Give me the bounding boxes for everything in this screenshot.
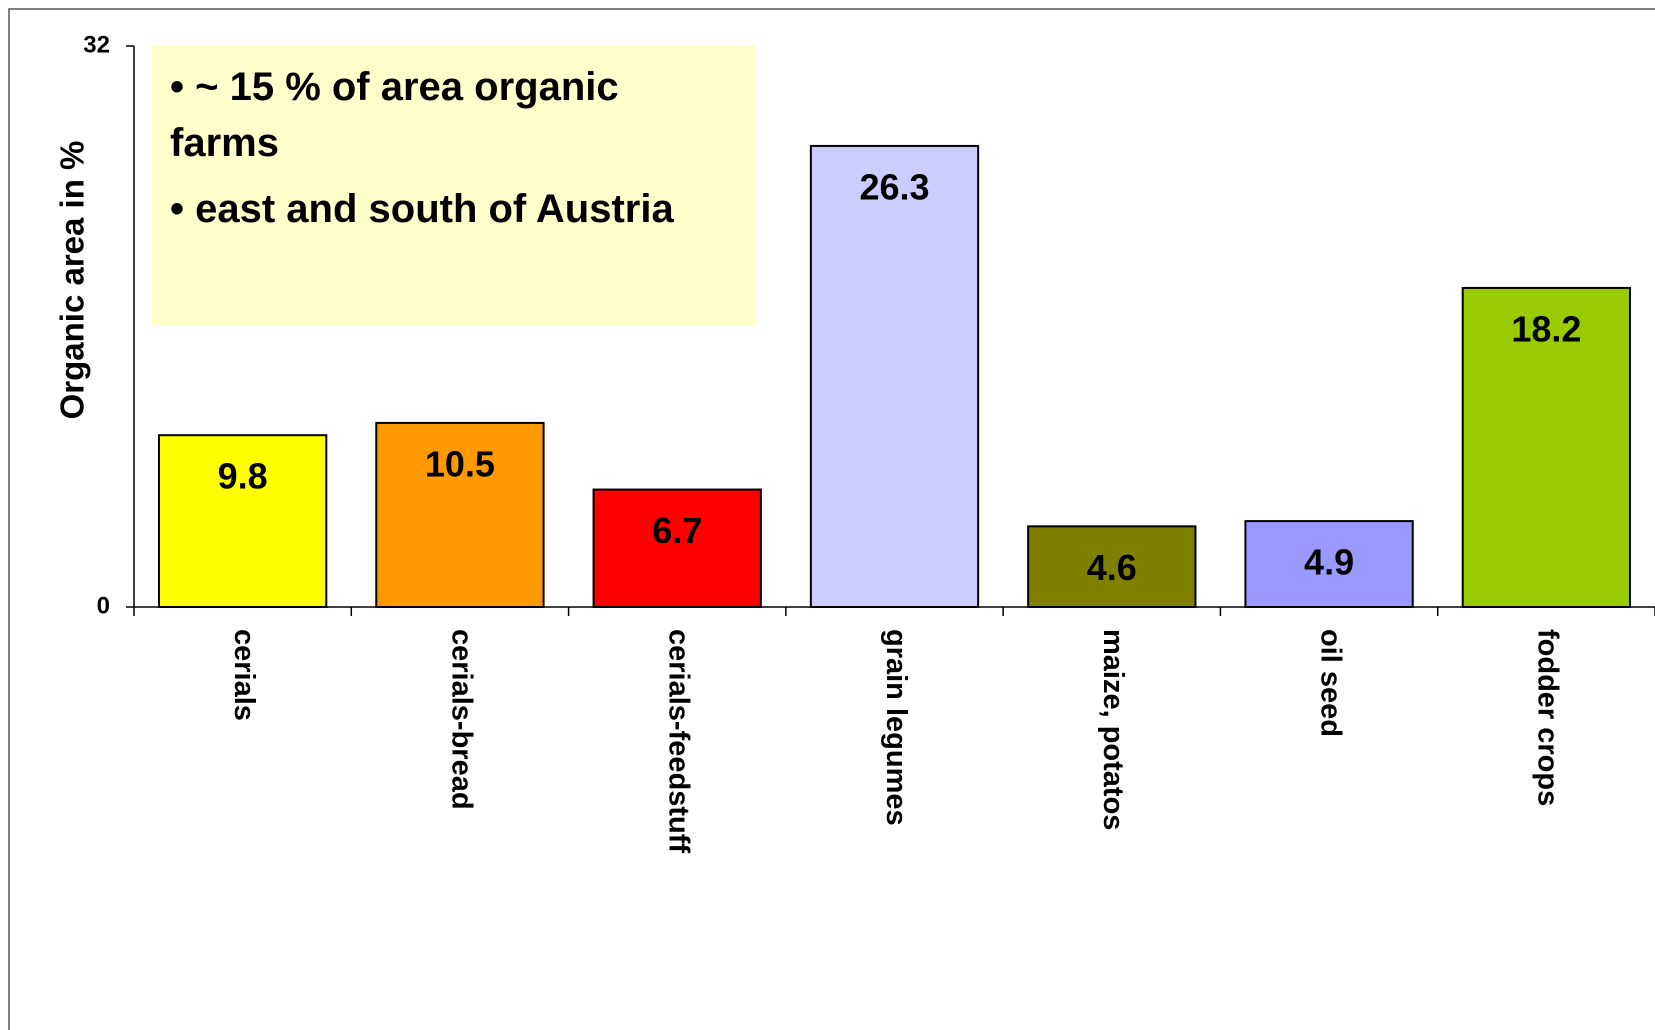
value-label: 4.6 [1087, 547, 1137, 588]
x-tick-label: cerials-bread [445, 629, 477, 810]
x-tick-label: maize, potatos [1097, 629, 1129, 830]
annotation: • east and south of Austria [170, 187, 674, 231]
y-tick-label: 32 [83, 31, 110, 58]
bar [1461, 286, 1632, 608]
value-label: 18.2 [1511, 308, 1581, 349]
bar [1244, 520, 1414, 608]
bar [592, 488, 762, 608]
bar [375, 421, 545, 608]
value-label: 6.7 [652, 510, 702, 551]
x-tick-label: cerials [228, 629, 260, 721]
y-tick-label: 0 [97, 592, 110, 619]
value-label: 9.8 [218, 456, 268, 497]
x-tick-label: grain legumes [880, 629, 912, 826]
value-label: 4.9 [1304, 542, 1354, 583]
bar [809, 144, 980, 608]
x-tick-label: fodder crops [1532, 629, 1564, 806]
bar [1027, 525, 1197, 609]
value-label: 10.5 [425, 443, 495, 484]
x-tick-label: cerials-feedstuff [663, 629, 695, 853]
y-axis-label: Organic area in % [54, 141, 91, 420]
annotation: • ~ 15 % of area organic farms [170, 65, 619, 165]
x-tick-label: oil seed [1314, 629, 1346, 737]
value-label: 26.3 [859, 166, 929, 207]
annotation-box: • ~ 15 % of area organic farms • east an… [152, 45, 756, 325]
frame [8, 8, 1655, 1030]
bar [157, 434, 328, 608]
